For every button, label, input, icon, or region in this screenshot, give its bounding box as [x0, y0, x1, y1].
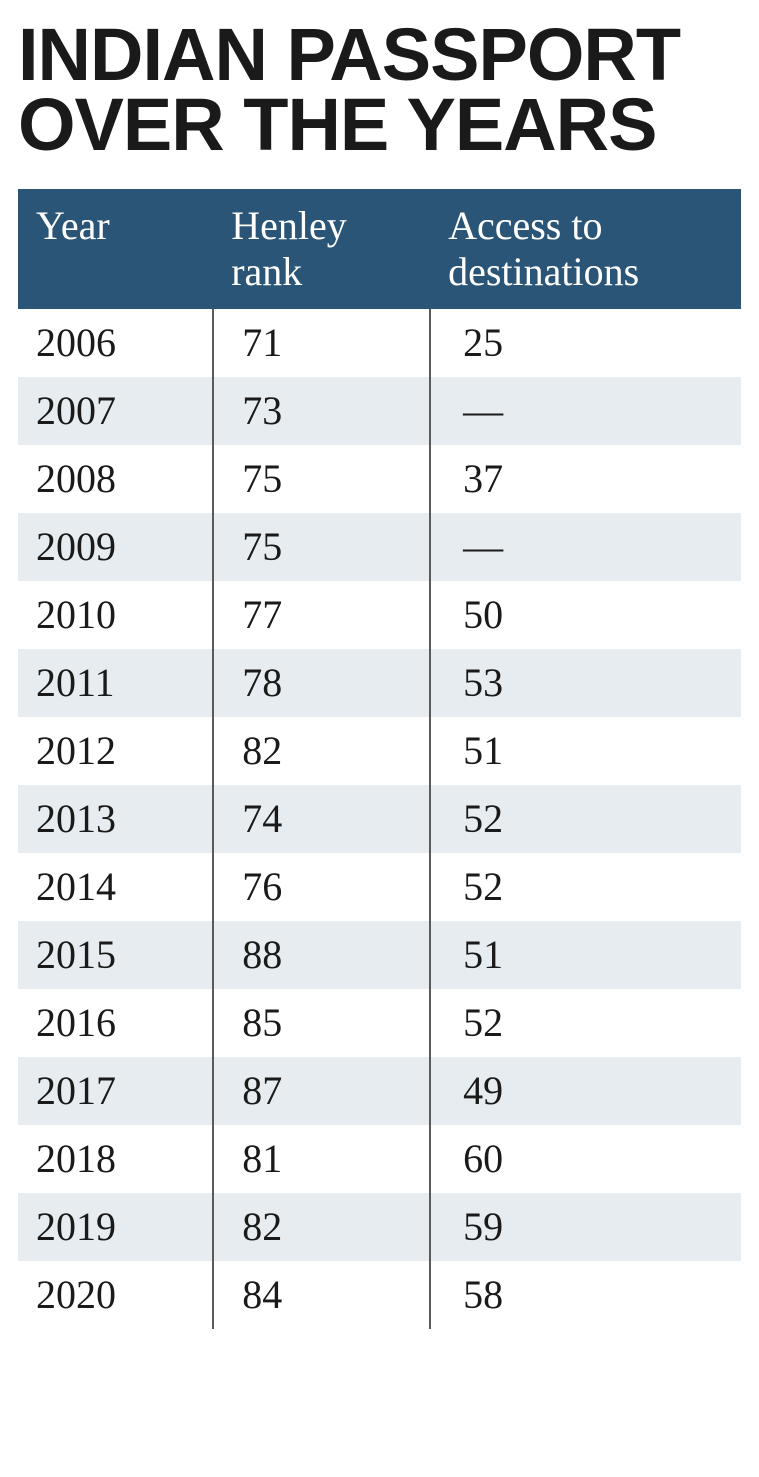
cell-dest: 52: [430, 989, 741, 1057]
cell-year: 2020: [18, 1261, 213, 1329]
cell-rank: 71: [213, 309, 430, 377]
col-header-dest: Access todestinations: [430, 189, 741, 309]
cell-rank: 76: [213, 853, 430, 921]
cell-rank: 74: [213, 785, 430, 853]
table-row: 20158851: [18, 921, 741, 989]
cell-year: 2006: [18, 309, 213, 377]
cell-year: 2007: [18, 377, 213, 445]
cell-rank: 84: [213, 1261, 430, 1329]
cell-dest: 58: [430, 1261, 741, 1329]
cell-dest: 52: [430, 785, 741, 853]
table-row: 20128251: [18, 717, 741, 785]
cell-year: 2009: [18, 513, 213, 581]
col-header-rank: Henleyrank: [213, 189, 430, 309]
table-row: 20188160: [18, 1125, 741, 1193]
cell-rank: 88: [213, 921, 430, 989]
cell-rank: 82: [213, 717, 430, 785]
cell-rank: 82: [213, 1193, 430, 1261]
cell-dest: 37: [430, 445, 741, 513]
cell-year: 2008: [18, 445, 213, 513]
table-row: 20147652: [18, 853, 741, 921]
cell-dest: —: [430, 377, 741, 445]
col-header-year: Year: [18, 189, 213, 309]
table-header-row: Year Henleyrank Access todestinations: [18, 189, 741, 309]
cell-rank: 85: [213, 989, 430, 1057]
cell-rank: 75: [213, 513, 430, 581]
table-row: 20178749: [18, 1057, 741, 1125]
cell-year: 2010: [18, 581, 213, 649]
cell-year: 2016: [18, 989, 213, 1057]
cell-rank: 78: [213, 649, 430, 717]
table-row: 20087537: [18, 445, 741, 513]
table-row: 200975—: [18, 513, 741, 581]
cell-dest: 53: [430, 649, 741, 717]
title-line-2: OVER THE YEARS: [18, 83, 656, 166]
cell-dest: 51: [430, 717, 741, 785]
table-row: 20137452: [18, 785, 741, 853]
cell-year: 2013: [18, 785, 213, 853]
cell-dest: 49: [430, 1057, 741, 1125]
cell-rank: 81: [213, 1125, 430, 1193]
cell-dest: 50: [430, 581, 741, 649]
cell-rank: 87: [213, 1057, 430, 1125]
table-row: 20168552: [18, 989, 741, 1057]
col-header-dest-text: Access todestinations: [448, 203, 639, 294]
cell-dest: 52: [430, 853, 741, 921]
passport-table: Year Henleyrank Access todestinations 20…: [18, 189, 741, 1329]
cell-year: 2018: [18, 1125, 213, 1193]
cell-dest: 60: [430, 1125, 741, 1193]
table-row: 200773—: [18, 377, 741, 445]
cell-year: 2017: [18, 1057, 213, 1125]
cell-dest: —: [430, 513, 741, 581]
table-row: 20198259: [18, 1193, 741, 1261]
cell-dest: 51: [430, 921, 741, 989]
table-row: 20208458: [18, 1261, 741, 1329]
cell-year: 2011: [18, 649, 213, 717]
table-row: 20107750: [18, 581, 741, 649]
cell-rank: 77: [213, 581, 430, 649]
table-row: 20117853: [18, 649, 741, 717]
col-header-rank-text: Henleyrank: [231, 203, 347, 294]
cell-dest: 59: [430, 1193, 741, 1261]
infographic-container: INDIAN PASSPORT OVER THE YEARS Year Henl…: [0, 0, 759, 1369]
cell-year: 2014: [18, 853, 213, 921]
cell-rank: 73: [213, 377, 430, 445]
table-row: 20067125: [18, 309, 741, 377]
cell-year: 2019: [18, 1193, 213, 1261]
cell-rank: 75: [213, 445, 430, 513]
cell-dest: 25: [430, 309, 741, 377]
table-body: 20067125200773—20087537200975—2010775020…: [18, 309, 741, 1329]
cell-year: 2012: [18, 717, 213, 785]
page-title: INDIAN PASSPORT OVER THE YEARS: [18, 20, 741, 161]
cell-year: 2015: [18, 921, 213, 989]
